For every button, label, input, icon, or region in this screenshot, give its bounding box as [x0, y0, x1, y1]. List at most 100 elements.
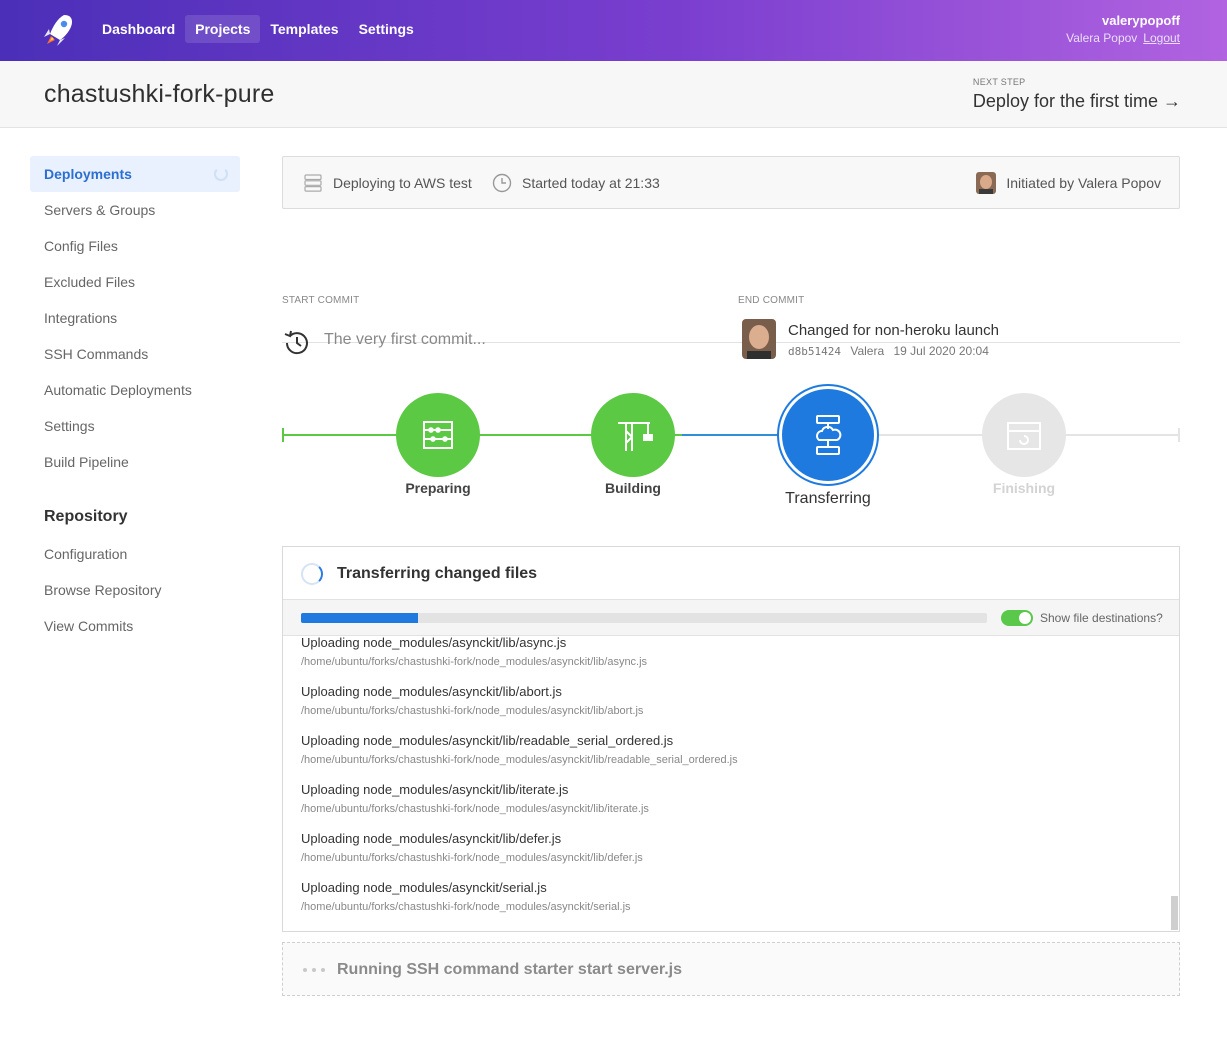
sidebar-item-integrations[interactable]: Integrations	[44, 310, 118, 326]
pending-dots-icon	[303, 968, 325, 972]
project-title: chastushki-fork-pure	[44, 80, 275, 108]
user-menu: valerypopoff Valera Popov Logout	[1066, 13, 1180, 45]
next-step-link[interactable]: Deploy for the first time →	[972, 91, 1181, 111]
end-commit-message[interactable]: Changed for non-heroku launch	[788, 322, 999, 339]
file-destination: /home/ubuntu/forks/chastushki-fork/node_…	[301, 656, 648, 668]
list-item: Uploading node_modules/asynckit/lib/defe…	[301, 831, 643, 864]
next-step-label: NEXT STEP	[972, 77, 1026, 87]
clock-icon	[492, 173, 512, 192]
list-item: Uploading node_modules/asynckit/serial.j…	[301, 880, 631, 913]
sidebar-item-settings[interactable]: Settings	[44, 418, 95, 434]
history-icon	[284, 330, 308, 355]
file-upload-name: Uploading node_modules/asynckit/serial.j…	[301, 880, 547, 895]
loading-spinner-icon	[214, 167, 228, 181]
sidebar-item-deployments[interactable]: Deployments	[30, 156, 240, 192]
sidebar-item-excluded-files[interactable]: Excluded Files	[44, 274, 136, 290]
file-upload-name: Uploading node_modules/asynckit/lib/asyn…	[301, 637, 567, 650]
commit-date: 19 Jul 2020 20:04	[893, 344, 989, 358]
main-nav: Dashboard Projects Templates Settings	[92, 15, 424, 43]
sidebar-item-configuration[interactable]: Configuration	[44, 546, 128, 562]
file-upload-name: Uploading node_modules/asynckit/lib/read…	[301, 733, 674, 748]
rocket-logo-icon[interactable]	[40, 12, 76, 48]
server-stack-icon	[304, 173, 322, 192]
server-cloud-icon	[816, 415, 842, 455]
list-item: Uploading node_modules/asynckit/lib/asyn…	[301, 637, 647, 668]
top-navbar: Dashboard Projects Templates Settings va…	[0, 0, 1227, 61]
ssh-command-panel: Running SSH command starter start server…	[282, 942, 1180, 996]
start-commit-label: START COMMIT	[282, 295, 360, 306]
stage-label-building: Building	[605, 480, 661, 496]
avatar	[742, 319, 776, 359]
deploy-target: Deploying to AWS test	[303, 157, 472, 208]
deploy-started: Started today at 21:33	[492, 157, 660, 208]
next-step: NEXT STEP Deploy for the first time →	[973, 77, 1181, 112]
sidebar-item-label: Deployments	[44, 166, 132, 182]
stage-finishing[interactable]	[982, 393, 1066, 477]
transfer-panel: Transferring changed files Show file des…	[282, 546, 1180, 932]
file-destination: /home/ubuntu/forks/chastushki-fork/node_…	[301, 754, 738, 766]
file-destination: /home/ubuntu/forks/chastushki-fork/node_…	[301, 803, 649, 815]
transfer-progress-bar	[301, 613, 987, 623]
ssh-command-text: Running SSH command starter start server…	[337, 961, 682, 978]
list-item: Uploading node_modules/asynckit/lib/read…	[301, 733, 738, 766]
logout-link[interactable]: Logout	[1143, 31, 1180, 45]
commit-range: START COMMIT The very first commit... EN…	[282, 209, 1180, 359]
avatar	[976, 171, 997, 194]
nav-settings[interactable]: Settings	[358, 21, 414, 37]
stage-label-preparing: Preparing	[405, 480, 471, 496]
end-commit-label: END COMMIT	[738, 295, 805, 306]
file-upload-name: Uploading node_modules/asynckit/lib/defe…	[301, 831, 562, 846]
nav-projects[interactable]: Projects	[185, 15, 261, 43]
file-upload-name: Uploading node_modules/asynckit/lib/iter…	[301, 782, 569, 797]
transfer-file-list[interactable]: Uploading node_modules/asynckit/lib/asyn…	[283, 637, 1179, 931]
stage-transferring[interactable]	[777, 384, 879, 486]
transfer-panel-header: Transferring changed files	[283, 547, 1179, 600]
main-content: Deploying to AWS test Started today at 2…	[282, 156, 1180, 543]
sidebar-item-browse-repository[interactable]: Browse Repository	[44, 582, 162, 598]
nav-dashboard[interactable]: Dashboard	[102, 21, 176, 37]
stage-label-finishing: Finishing	[992, 480, 1056, 496]
deploy-initiator: Initiated by Valera Popov	[976, 157, 1161, 208]
show-destinations-label: Show file destinations?	[1040, 611, 1163, 625]
stage-building[interactable]	[591, 393, 675, 477]
sidebar-item-servers-groups[interactable]: Servers & Groups	[44, 202, 156, 218]
list-item: Uploading node_modules/asynckit/lib/abor…	[301, 684, 643, 717]
deployment-pipeline: Preparing Building Transferring Finishin…	[282, 343, 1180, 543]
username[interactable]: valerypopoff	[1101, 13, 1180, 28]
sidebar-item-config-files[interactable]: Config Files	[44, 238, 118, 254]
show-destinations-toggle[interactable]	[1001, 610, 1033, 626]
sidebar-repository-heading: Repository	[44, 508, 128, 525]
user-fullname: Valera Popov	[1066, 31, 1138, 45]
file-upload-name: Uploading node_modules/asynckit/lib/abor…	[301, 684, 562, 699]
file-destination: /home/ubuntu/forks/chastushki-fork/node_…	[301, 705, 644, 717]
scrollbar[interactable]	[1171, 896, 1178, 930]
deploy-initiator-text: Initiated by Valera Popov	[1006, 174, 1161, 191]
abacus-icon	[423, 421, 453, 449]
start-commit-text: The very first commit...	[324, 331, 486, 348]
file-destination: /home/ubuntu/forks/chastushki-fork/node_…	[301, 901, 631, 913]
sidebar-item-view-commits[interactable]: View Commits	[44, 618, 134, 634]
list-item: Uploading node_modules/asynckit/lib/iter…	[301, 782, 649, 815]
end-commit-meta: d8b51424 Valera 19 Jul 2020 20:04	[788, 344, 989, 358]
sidebar-item-ssh-commands[interactable]: SSH Commands	[44, 346, 149, 362]
crane-icon	[618, 422, 653, 451]
deploy-target-text: Deploying to AWS test	[333, 174, 472, 191]
stage-label-transferring: Transferring	[785, 490, 871, 507]
deploy-started-text: Started today at 21:33	[522, 174, 660, 191]
transfer-progress-row: Show file destinations?	[283, 600, 1179, 636]
stage-preparing[interactable]	[396, 393, 480, 477]
file-destination: /home/ubuntu/forks/chastushki-fork/node_…	[301, 852, 643, 864]
commit-hash[interactable]: d8b51424	[788, 345, 841, 358]
nav-templates[interactable]: Templates	[270, 21, 339, 37]
transfer-progress-fill	[301, 613, 418, 623]
sidebar-item-build-pipeline[interactable]: Build Pipeline	[44, 454, 129, 470]
sidebar: Deployments Servers & Groups Config File…	[30, 156, 240, 644]
transfer-title: Transferring changed files	[337, 565, 538, 582]
sidebar-item-automatic-deployments[interactable]: Automatic Deployments	[44, 382, 192, 398]
pipeline-graphic	[282, 384, 1180, 486]
project-header: chastushki-fork-pure NEXT STEP Deploy fo…	[0, 61, 1227, 128]
commit-author: Valera	[850, 344, 885, 358]
loading-spinner-icon	[301, 563, 323, 585]
deployment-info-bar: Deploying to AWS test Started today at 2…	[282, 156, 1180, 209]
box-icon	[1007, 422, 1041, 450]
